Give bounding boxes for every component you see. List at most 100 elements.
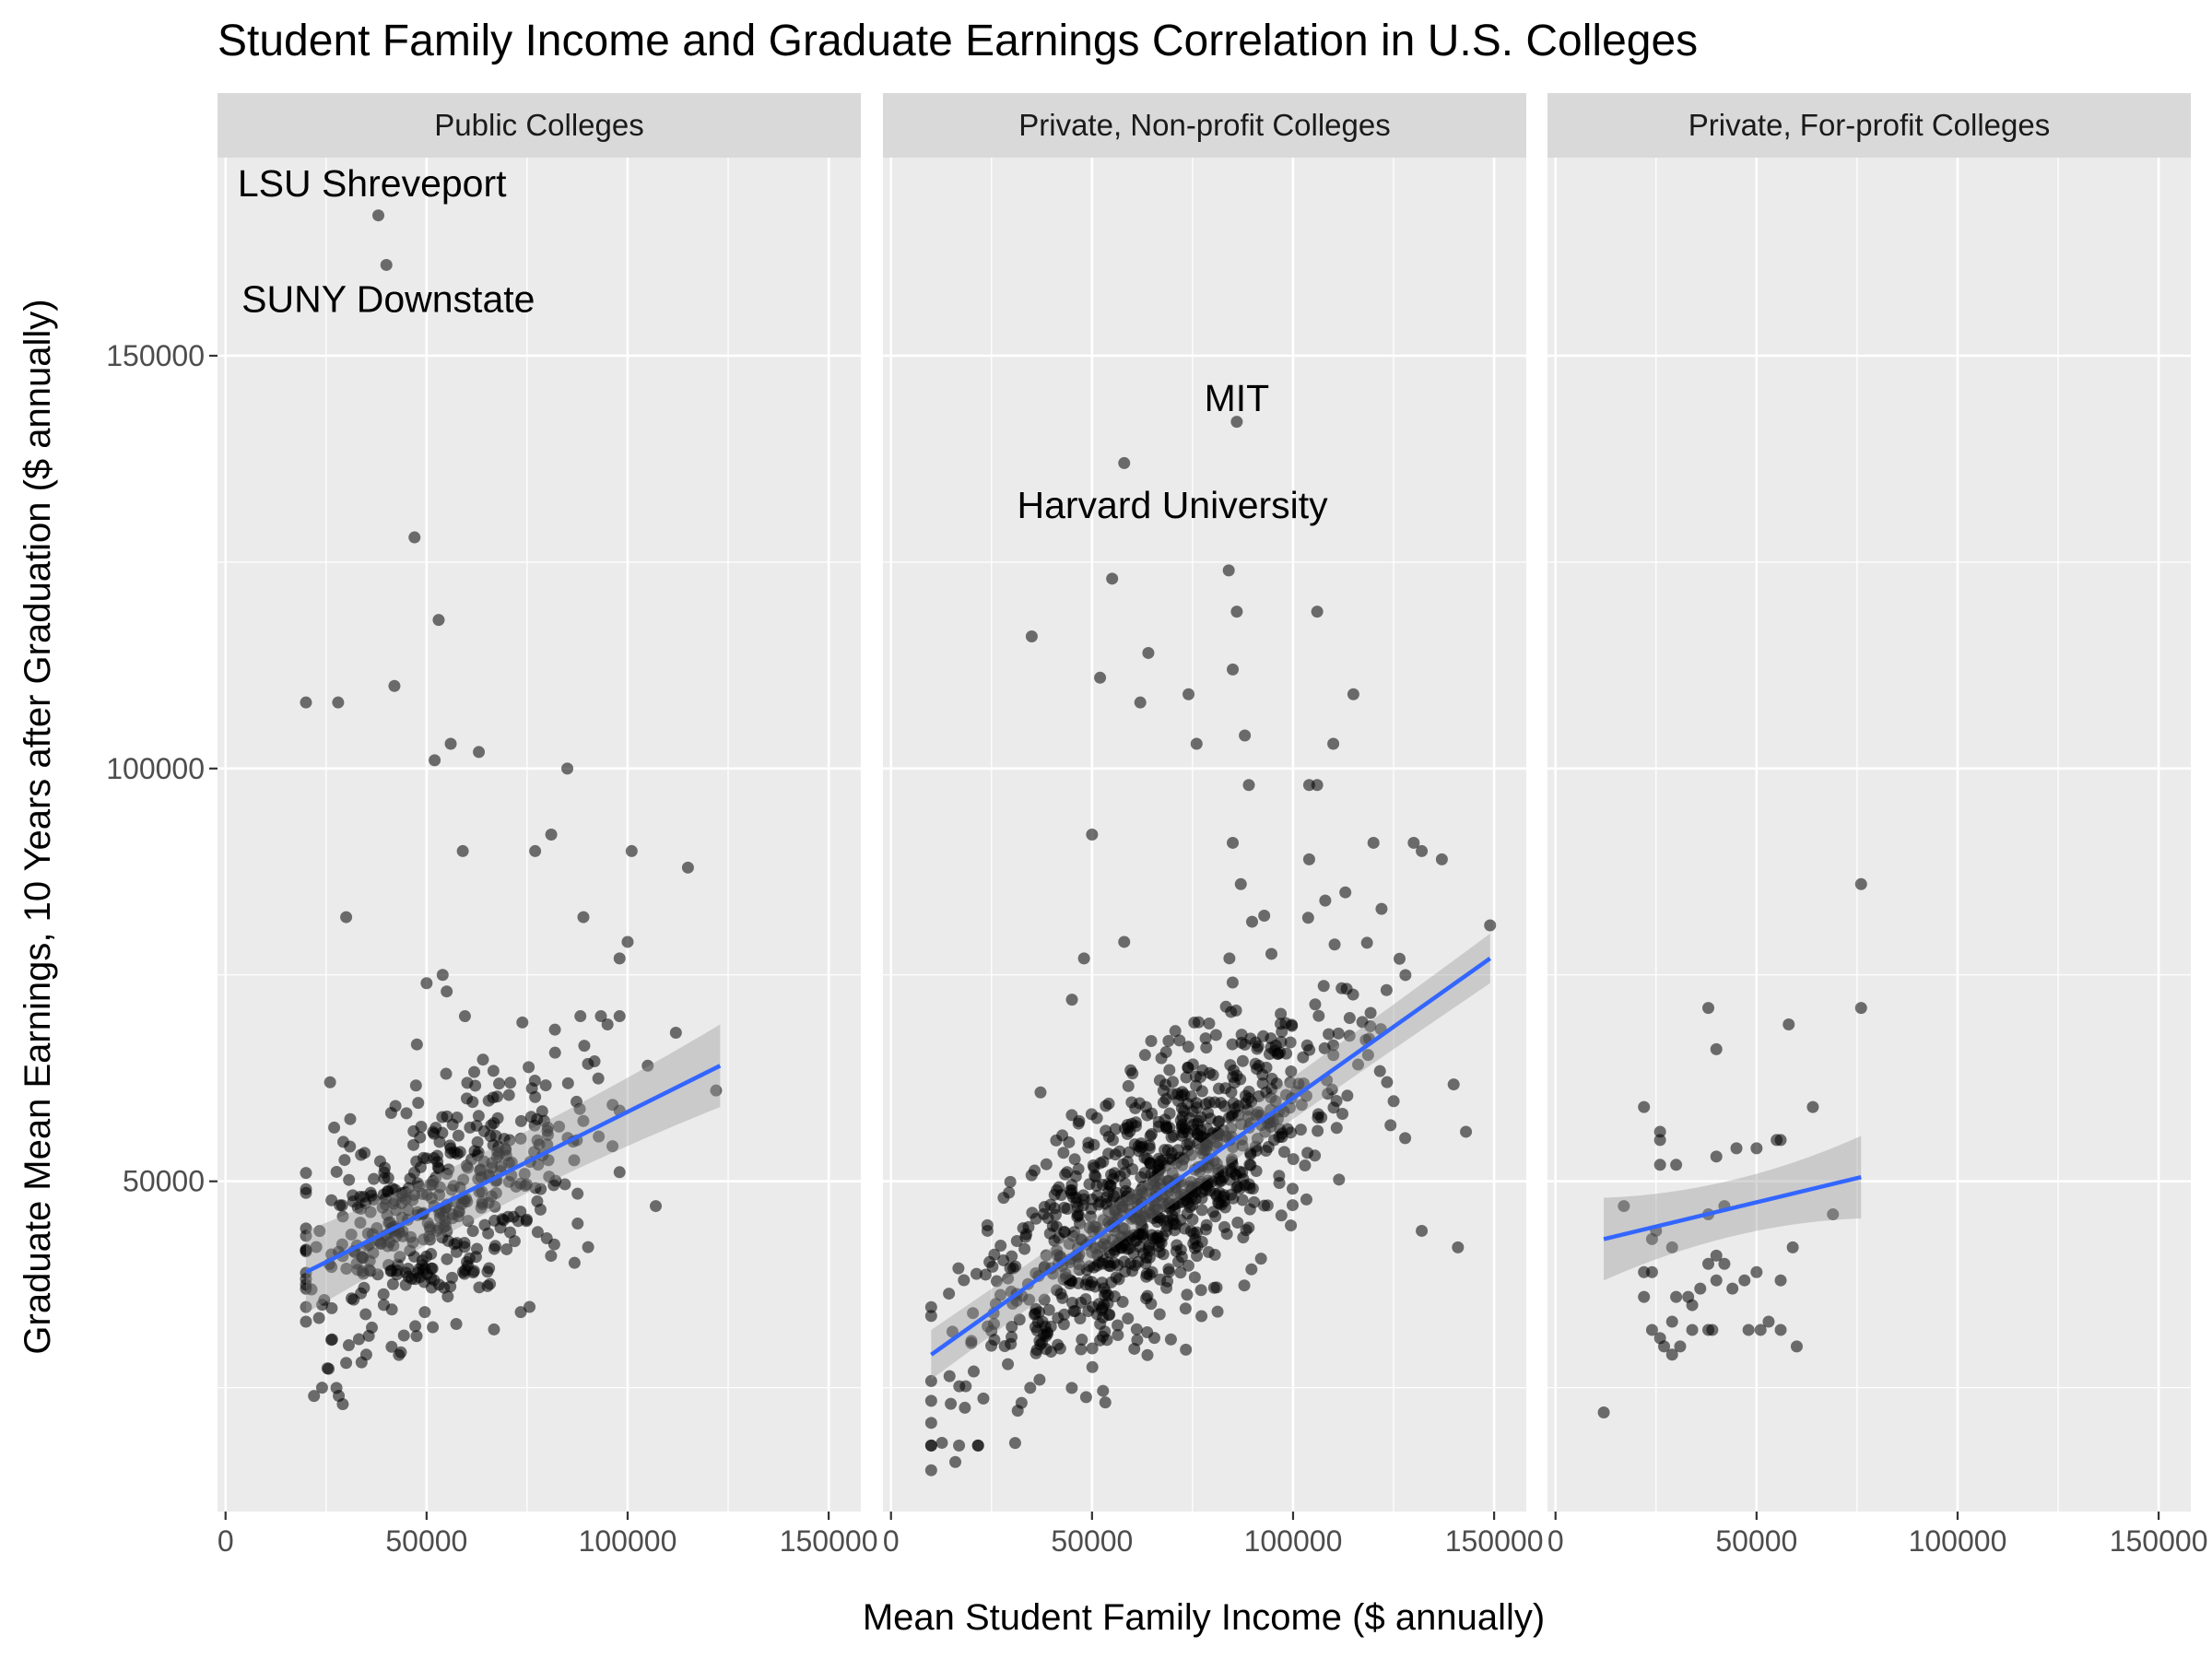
data-point: [568, 1256, 581, 1269]
data-point: [1144, 1157, 1157, 1170]
data-point: [408, 1273, 421, 1286]
data-point: [324, 1076, 336, 1088]
data-point: [460, 1159, 473, 1172]
panel-background: [1547, 158, 2191, 1512]
data-point: [1367, 836, 1380, 849]
data-point: [488, 1240, 501, 1253]
data-point: [410, 1038, 423, 1051]
data-point: [1416, 844, 1429, 857]
data-point: [1286, 1182, 1299, 1195]
data-point: [990, 1275, 1003, 1288]
data-point: [1730, 1142, 1743, 1155]
data-point: [529, 844, 542, 857]
data-point: [300, 1300, 312, 1313]
data-point: [1347, 688, 1359, 700]
data-point: [1162, 1034, 1175, 1047]
data-point: [420, 977, 433, 990]
data-point: [355, 1148, 368, 1161]
data-point: [949, 1455, 962, 1468]
data-point: [500, 1242, 513, 1255]
data-point: [1827, 1208, 1840, 1221]
data-point: [343, 1173, 356, 1186]
data-point: [1323, 1028, 1335, 1041]
data-point: [1025, 1169, 1038, 1182]
data-point: [441, 1290, 454, 1303]
data-point: [1275, 1209, 1288, 1222]
data-point: [364, 1206, 377, 1218]
data-point: [478, 1218, 491, 1231]
data-point: [409, 1079, 422, 1092]
data-point: [979, 1268, 992, 1281]
data-point: [1178, 1152, 1191, 1165]
x-tick-label: 0: [883, 1524, 900, 1558]
data-point: [1222, 564, 1235, 577]
data-point: [593, 1130, 606, 1143]
data-point: [1038, 1201, 1051, 1214]
data-point: [1166, 1167, 1179, 1180]
data-point: [1094, 1317, 1107, 1330]
data-point: [571, 1218, 584, 1230]
data-point: [335, 1199, 348, 1212]
data-point: [943, 1288, 956, 1300]
data-point: [935, 1436, 948, 1449]
data-point: [1153, 1164, 1166, 1177]
data-point: [1242, 779, 1255, 792]
data-point: [1190, 1079, 1203, 1092]
data-point: [1040, 1158, 1053, 1171]
data-point: [1119, 1123, 1132, 1135]
data-point: [1096, 1178, 1109, 1191]
data-point: [541, 1138, 554, 1151]
data-point: [1213, 1115, 1226, 1128]
data-point: [1227, 663, 1240, 676]
data-point: [1106, 572, 1119, 585]
data-point: [1199, 1032, 1212, 1045]
data-point: [323, 1362, 335, 1375]
data-point: [577, 911, 590, 924]
data-point: [433, 1206, 446, 1219]
data-point: [1140, 1270, 1153, 1283]
data-point: [1115, 1241, 1128, 1254]
data-point: [1097, 1214, 1110, 1227]
data-point: [1361, 1049, 1374, 1062]
x-tick-label: 100000: [1909, 1524, 2007, 1558]
data-point: [458, 1237, 471, 1250]
gridlines: [1547, 158, 2191, 1512]
data-point: [427, 1321, 440, 1334]
data-point: [308, 1390, 321, 1403]
data-point: [1312, 1009, 1325, 1022]
y-axis-title: Graduate Mean Earnings, 10 Years after G…: [18, 299, 58, 1354]
data-point: [1265, 947, 1277, 960]
data-point: [1089, 1171, 1102, 1183]
data-point: [1199, 1183, 1212, 1196]
data-point: [542, 1154, 555, 1167]
data-point: [1309, 998, 1322, 1011]
data-point: [1710, 1150, 1723, 1163]
data-point: [568, 1154, 581, 1167]
data-point: [606, 1140, 619, 1153]
data-point: [385, 1340, 398, 1353]
data-point: [1645, 1232, 1658, 1245]
data-point: [1710, 1249, 1723, 1262]
data-point: [1387, 1095, 1400, 1108]
data-point: [1218, 1220, 1231, 1233]
data-point: [1327, 1101, 1340, 1114]
data-point: [436, 969, 449, 982]
point-annotation: MIT: [1205, 377, 1270, 419]
data-point: [1053, 1342, 1066, 1355]
data-point: [429, 754, 441, 767]
data-point: [1188, 1241, 1201, 1254]
data-point: [464, 1121, 477, 1134]
data-point: [1209, 1029, 1222, 1041]
data-point: [1122, 1079, 1135, 1092]
data-point: [1854, 877, 1867, 890]
data-point: [641, 1059, 654, 1072]
data-point: [1215, 1198, 1228, 1211]
data-point: [539, 1079, 552, 1092]
data-point: [545, 1250, 558, 1263]
data-point: [1762, 1315, 1775, 1328]
data-point: [380, 258, 393, 271]
data-point: [1123, 1186, 1135, 1199]
facet-strip: [218, 93, 861, 158]
data-point: [606, 1099, 619, 1112]
data-point: [1239, 1089, 1252, 1102]
